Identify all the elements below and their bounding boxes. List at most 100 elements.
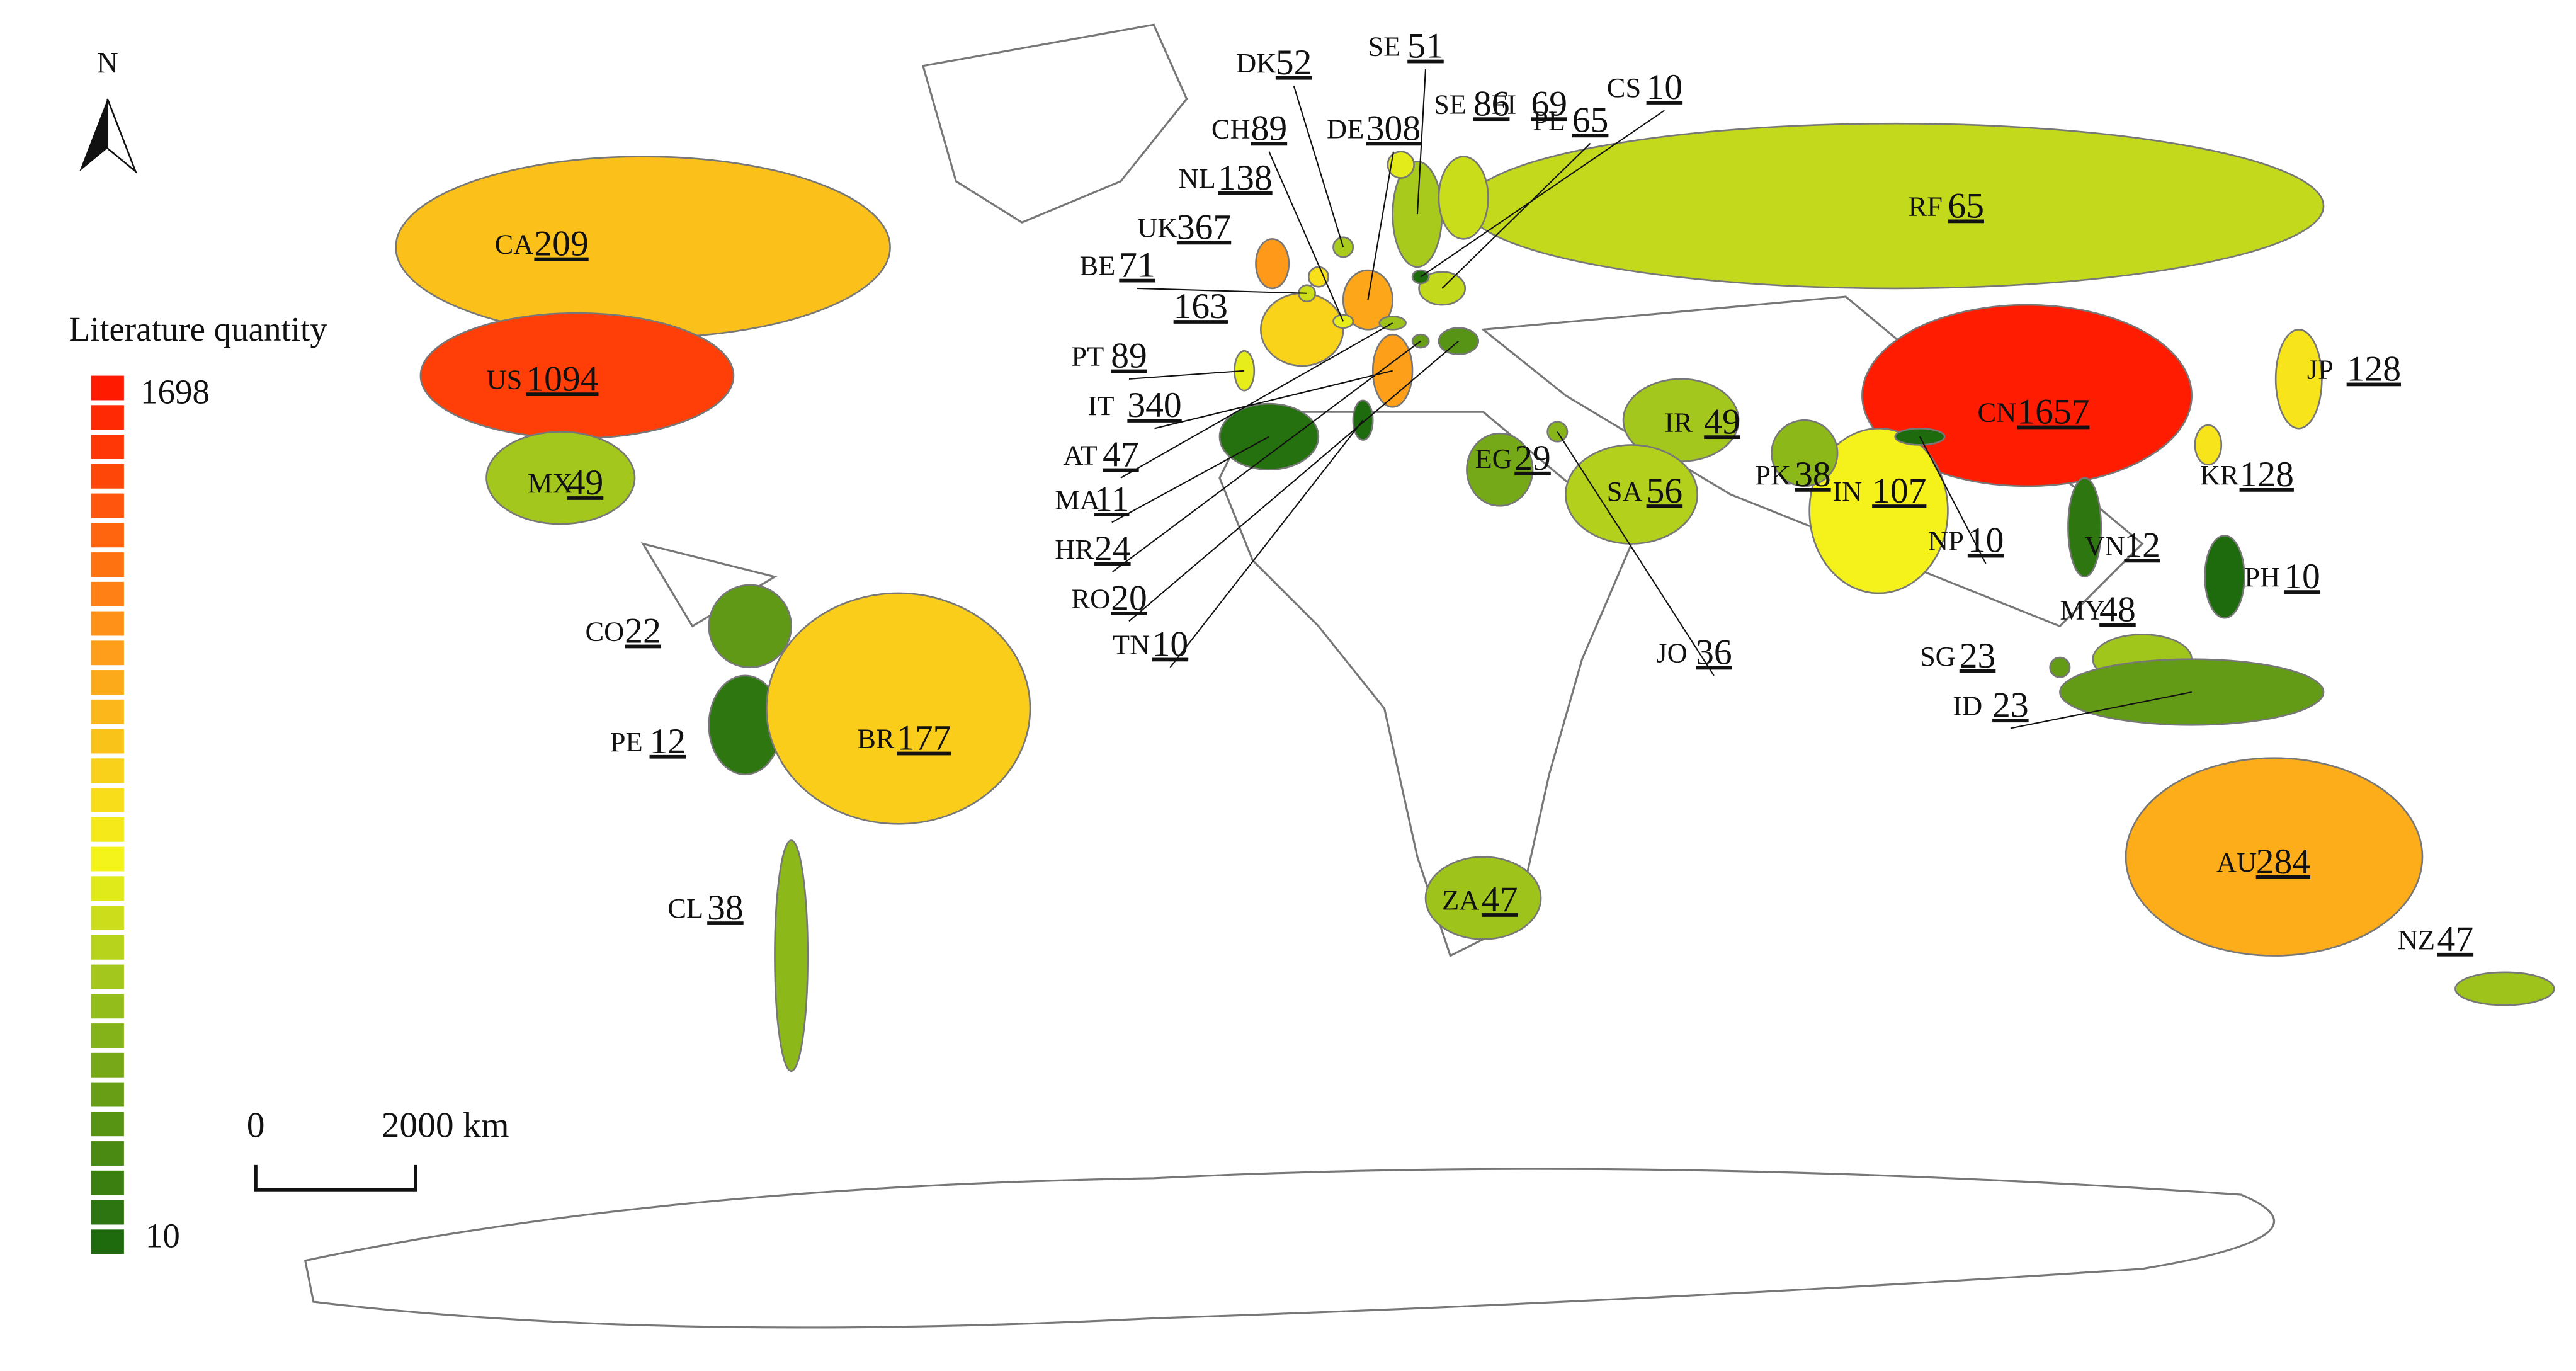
north-label: N [97, 47, 118, 79]
legend-swatch [91, 846, 124, 872]
country-code: NL [1178, 162, 1215, 194]
legend-swatch [91, 817, 124, 842]
north-arrow: N [79, 47, 138, 174]
country-value: 29 [1514, 438, 1551, 478]
country [1307, 266, 1329, 288]
legend-swatch [91, 670, 124, 695]
country-code: FI [1492, 88, 1517, 120]
country-value: 284 [2256, 842, 2310, 882]
country-value: 65 [1572, 100, 1609, 140]
landmass [304, 1168, 2275, 1329]
country-code: AT [1063, 440, 1097, 471]
country-code: EG [1475, 443, 1512, 474]
country [1387, 151, 1415, 179]
leader-line [1137, 287, 1307, 294]
legend-title: Literature quantity [69, 310, 327, 348]
country-code: UK [1137, 212, 1177, 244]
country-code: JP [2307, 354, 2334, 385]
legend-swatch [91, 581, 124, 606]
leader-line [1268, 151, 1344, 322]
country [2067, 477, 2102, 578]
country-value: 47 [1482, 880, 1518, 919]
country-value: 22 [625, 612, 661, 651]
country [2125, 757, 2424, 957]
country-code: IN [1832, 475, 1862, 507]
country-code: DK [1236, 47, 1276, 79]
country-code: CH [1211, 113, 1251, 145]
legend-swatch [91, 876, 124, 901]
leader-line [1169, 419, 1364, 668]
country-code: SA [1607, 475, 1643, 507]
leader-line [1420, 110, 1665, 278]
country-value: 128 [2347, 350, 2401, 389]
country-code: NZ [2398, 924, 2435, 955]
country-code: IR [1664, 406, 1693, 438]
scale-bar: 0 2000 km [247, 1106, 509, 1192]
country [1771, 419, 1839, 487]
leader-line [1111, 436, 1269, 523]
country-value: 49 [567, 463, 604, 503]
country-code: CO [586, 616, 625, 647]
north-arrow-shape [106, 98, 138, 174]
country-code: RF [1909, 191, 1943, 222]
country [2049, 656, 2071, 678]
legend-swatch [91, 611, 124, 636]
country-code: MA [1055, 484, 1100, 515]
country-value: 56 [1647, 471, 1683, 511]
country-value: 107 [1872, 471, 1926, 511]
country-code: US [487, 363, 523, 395]
legend-swatch [91, 788, 124, 812]
legend-swatch [91, 729, 124, 754]
leader-line [2010, 691, 2192, 729]
country [2204, 535, 2245, 619]
country-code: CS [1607, 72, 1641, 103]
leader-line [1112, 340, 1421, 572]
legend-swatch [91, 935, 124, 960]
country-value: 12 [2124, 526, 2160, 566]
legend-swatch [91, 994, 124, 1019]
country-value: 65 [1948, 186, 1984, 226]
country-code: AU [2216, 846, 2257, 878]
leader-line [1128, 340, 1459, 622]
country [1371, 333, 1414, 408]
leader-line [1128, 370, 1245, 380]
legend-swatch [91, 1052, 124, 1078]
landmass [921, 23, 1188, 224]
scale-start: 0 [247, 1106, 265, 1146]
north-arrow-shape [79, 98, 108, 172]
country-value: 47 [2437, 919, 2474, 959]
legend-max: 1698 [140, 373, 210, 411]
country-value: 24 [1094, 529, 1131, 569]
leader-line [1120, 322, 1393, 479]
country [1438, 327, 1480, 355]
country-code: PL [1533, 105, 1565, 136]
country [1466, 122, 2325, 290]
country-value: 36 [1696, 633, 1732, 673]
legend-swatch [91, 523, 124, 548]
legend-swatch [91, 964, 124, 989]
country-code: BR [857, 723, 895, 754]
country-value: 209 [534, 224, 588, 264]
country-value: 89 [1251, 109, 1288, 149]
country-value: 38 [1795, 455, 1831, 494]
country-value: 308 [1366, 109, 1421, 149]
country-value: 10 [1152, 625, 1189, 664]
country-value: 177 [897, 719, 951, 758]
country-code: PH [2244, 561, 2280, 593]
country-value: 1094 [526, 359, 598, 399]
country-value: 47 [1103, 435, 1139, 475]
country [1565, 444, 1699, 545]
legend-swatch [91, 1112, 124, 1137]
country-code: SE [1368, 31, 1400, 62]
leader-line [1293, 85, 1344, 247]
legend-swatch [91, 464, 124, 489]
country-code: ZA [1442, 884, 1479, 916]
country-value: 367 [1177, 208, 1231, 247]
country-value: 340 [1127, 385, 1181, 425]
country-value: 10 [1647, 67, 1683, 107]
legend-swatch [91, 1082, 124, 1107]
country-code: MX [528, 467, 573, 499]
country [1808, 428, 1949, 594]
country [774, 839, 809, 1072]
